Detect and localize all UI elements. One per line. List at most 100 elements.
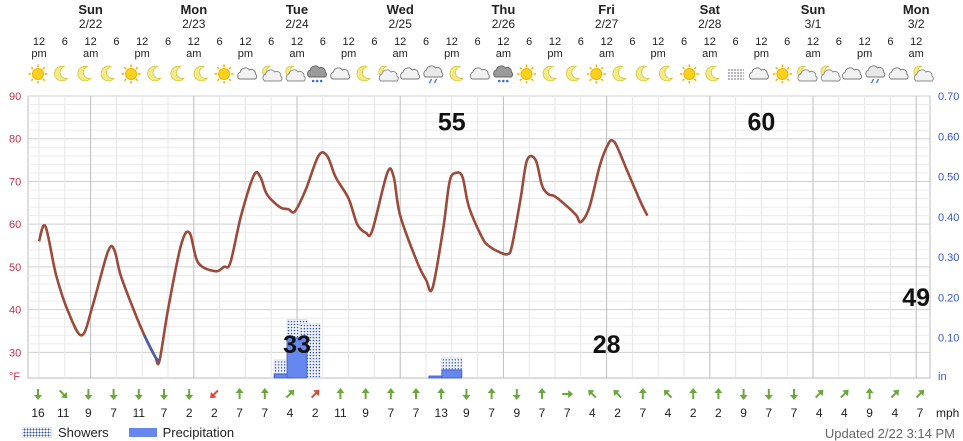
hour-suffix: am [83, 48, 98, 60]
temp-label: 55 [438, 109, 466, 137]
hour-label: 6 [268, 36, 274, 48]
hour-suffix: am [702, 48, 717, 60]
moon-icon [705, 65, 721, 82]
wind-unit: mph [936, 406, 959, 420]
wind-speed: 11 [334, 406, 347, 420]
temp-label: 49 [902, 284, 930, 312]
wind-arrow [134, 389, 143, 400]
rain-cloud-icon [493, 65, 513, 83]
hour-label: 12 [910, 36, 922, 48]
hour-label: 12 [239, 36, 251, 48]
wind-speed: 7 [387, 406, 394, 420]
hour-label: 12 [188, 36, 200, 48]
date-label: 2/25 [389, 17, 413, 31]
y-left-tick: 30 [9, 347, 21, 359]
hour-label: 6 [113, 36, 119, 48]
y-right-tick: in [938, 371, 947, 383]
wind-speed: 4 [816, 406, 823, 420]
y-right-tick: 0.60 [938, 131, 959, 143]
moon-icon [54, 65, 69, 82]
hour-suffix: am [496, 48, 511, 60]
hour-suffix: pm [444, 48, 459, 60]
wind-arrow [512, 389, 521, 400]
wind-arrow [865, 388, 874, 399]
wind-speed: 7 [110, 406, 117, 420]
wind-arrow [739, 389, 748, 400]
wind-speed: 7 [413, 406, 420, 420]
hour-label: 12 [807, 36, 819, 48]
date-label: 2/28 [698, 17, 722, 31]
wind-arrow [285, 389, 295, 399]
legend-showers-label: Showers [58, 425, 109, 440]
wind-arrow [386, 388, 395, 399]
y-right-tick: 0.50 [938, 172, 959, 184]
wind-arrow [487, 388, 496, 399]
hour-label: 12 [84, 36, 96, 48]
date-label: 3/1 [805, 17, 822, 31]
hour-label: 6 [681, 36, 687, 48]
wind-arrow [185, 389, 194, 400]
day-label: Mon [180, 2, 207, 17]
wind-speed: 2 [614, 406, 621, 420]
date-label: 2/24 [285, 17, 309, 31]
moon-icon [193, 65, 209, 82]
hour-suffix: am [909, 48, 924, 60]
wind-speed: 4 [891, 406, 898, 420]
wind-speed: 7 [791, 406, 798, 420]
legend: Showers Precipitation [22, 425, 234, 440]
rain-cloud-icon [307, 65, 327, 83]
wind-arrow [34, 389, 42, 400]
hour-label: 12 [704, 36, 716, 48]
wind-arrow [412, 388, 420, 399]
wind-arrow [814, 389, 824, 399]
partly-cloudy-rain-icon [423, 65, 444, 84]
hour-suffix: pm [547, 48, 562, 60]
hour-label: 6 [423, 36, 429, 48]
wind-arrow [538, 388, 546, 399]
hour-suffix: pm [238, 48, 253, 60]
wind-speed: 4 [665, 406, 672, 420]
y-left-tick: 70 [9, 176, 21, 188]
hour-suffix: am [805, 48, 820, 60]
sun-icon [586, 64, 606, 84]
hour-label: 12 [497, 36, 509, 48]
wind-arrow [890, 389, 900, 399]
wind-arrow [562, 390, 574, 398]
hour-label: 12 [136, 36, 148, 48]
hour-label: 6 [217, 36, 223, 48]
wind-speed: 2 [690, 406, 697, 420]
wind-speed: 4 [287, 406, 294, 420]
hour-label: 6 [784, 36, 790, 48]
wind-arrow [437, 388, 446, 399]
partly-cloudy-night-icon [820, 65, 841, 82]
moon-icon [659, 65, 674, 82]
wind-speed: 9 [740, 406, 747, 420]
day-label: Mon [903, 2, 930, 17]
hour-label: 12 [446, 36, 458, 48]
wind-speed: 9 [866, 406, 873, 420]
hour-label: 6 [733, 36, 739, 48]
y-right-tick: 0.70 [938, 91, 959, 103]
wind-speed: 2 [186, 406, 193, 420]
hour-suffix: am [393, 48, 408, 60]
y-right-tick: 0.30 [938, 252, 959, 264]
wind-speed: 7 [539, 406, 546, 420]
moon-icon [542, 65, 558, 82]
precipitation-swatch [128, 428, 157, 437]
moon-icon [100, 65, 116, 82]
wind-arrow [109, 389, 118, 400]
moon-icon [449, 65, 465, 82]
moon-icon [77, 65, 92, 82]
wind-speed: 9 [362, 406, 369, 420]
hour-label: 6 [475, 36, 481, 48]
wind-speed: 9 [513, 406, 520, 420]
y-left-tick: 40 [9, 305, 21, 317]
partly-cloudy-icon [469, 67, 490, 80]
wind-speed: 7 [765, 406, 772, 420]
wind-speed: 7 [261, 406, 268, 420]
sun-icon [679, 64, 699, 84]
hour-label: 12 [291, 36, 303, 48]
hour-label: 6 [62, 36, 68, 48]
wind-speed: 7 [236, 406, 243, 420]
wind-arrow [58, 389, 68, 399]
